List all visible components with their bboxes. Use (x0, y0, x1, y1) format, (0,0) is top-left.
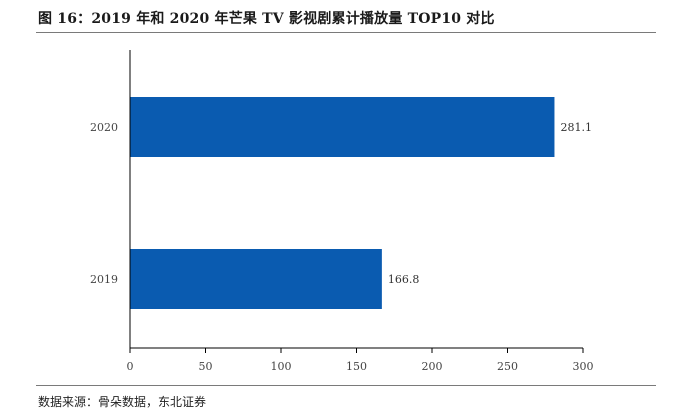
bar-2019 (130, 249, 382, 309)
source-note: 数据来源：骨朵数据，东北证券 (38, 395, 207, 409)
x-tick-label: 300 (573, 360, 594, 373)
chart-title: 图 16：2019 年和 2020 年芒果 TV 影视剧累计播放量 TOP10 … (38, 11, 495, 27)
x-tick-label: 0 (127, 360, 134, 373)
data-label: 166.8 (388, 273, 420, 286)
x-tick-label: 250 (497, 360, 518, 373)
bar-2020 (130, 97, 555, 157)
labels-layer: 2020 281.1 2019 166.8 (90, 121, 592, 286)
x-tick-label: 100 (271, 360, 292, 373)
x-tick-label: 200 (422, 360, 443, 373)
data-label: 281.1 (560, 121, 592, 134)
y-tick-label: 2020 (90, 121, 118, 134)
title-divider (36, 32, 656, 33)
footer-divider (36, 385, 656, 386)
y-tick-label: 2019 (90, 273, 118, 286)
axis-layer: 0 50 100 150 200 250 300 (127, 50, 594, 373)
bars-layer (130, 97, 555, 309)
x-tick-label: 150 (346, 360, 367, 373)
x-tick-label: 50 (199, 360, 213, 373)
